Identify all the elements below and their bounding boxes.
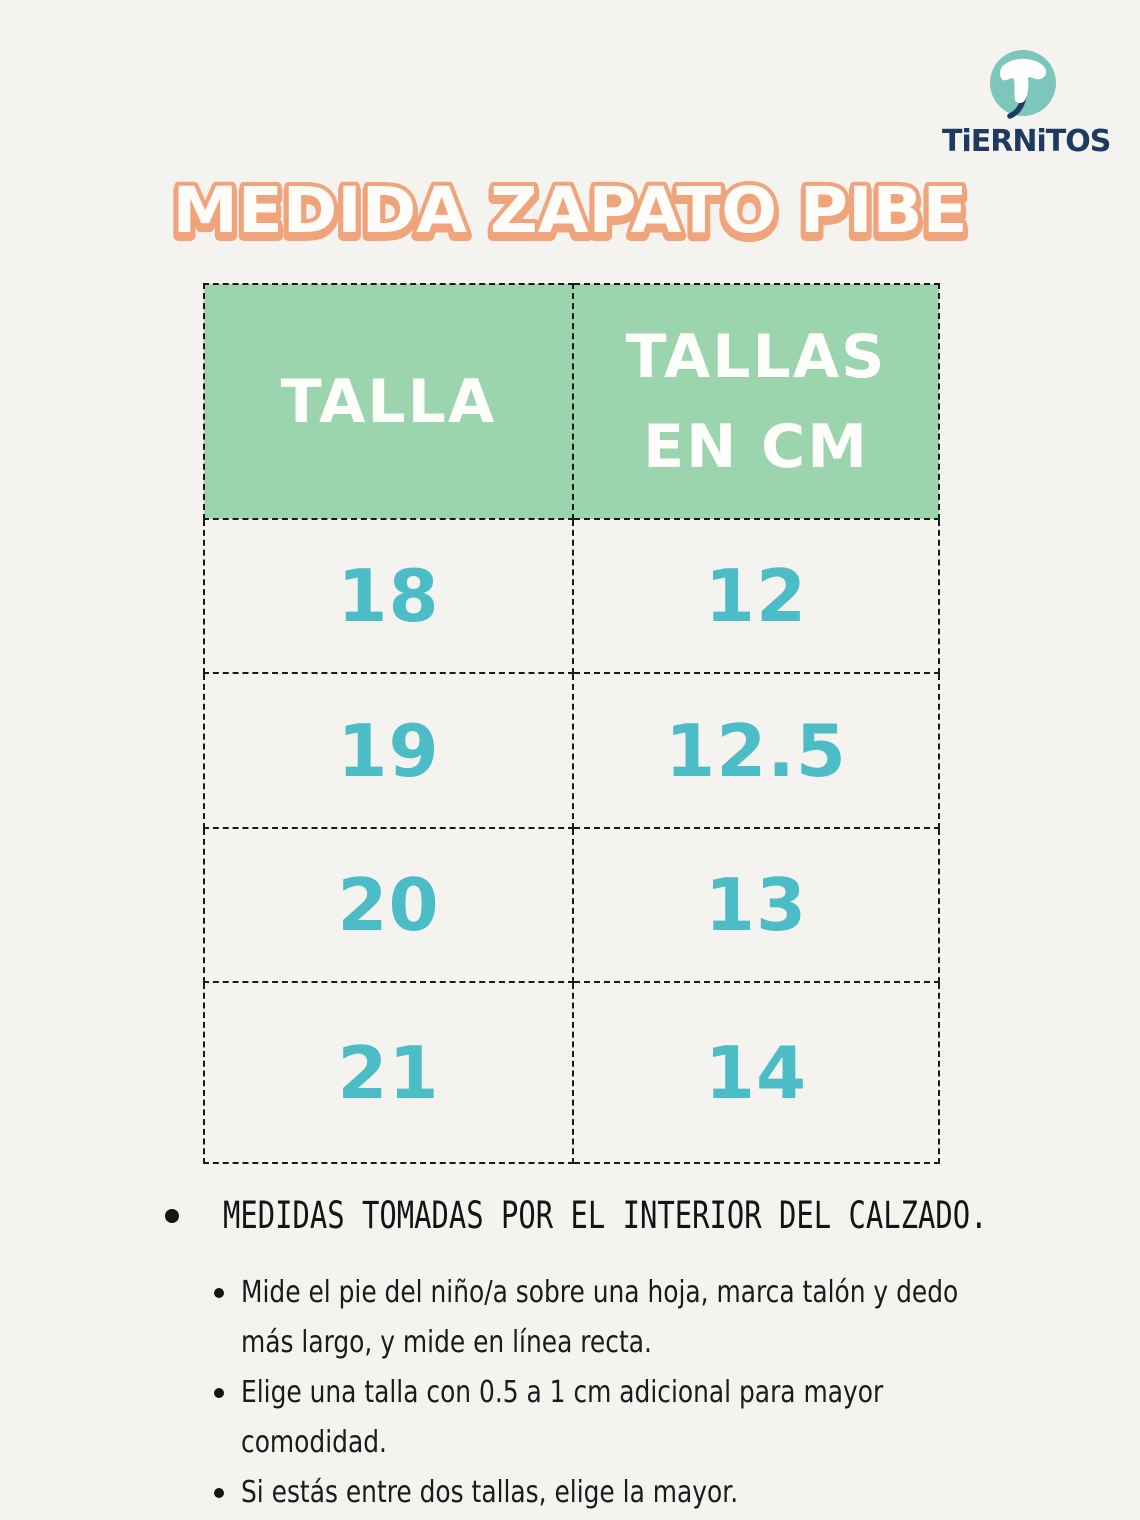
main-note: MEDIDAS TOMADAS POR EL INTERIOR DEL CALZ… [165, 1194, 1140, 1237]
column-header-tallas-en-cm: TALLAS EN CM [572, 283, 940, 520]
note-item-text: Mide el pie del niño/a sobre una hoja, m… [241, 1275, 959, 1360]
note-list: Mide el pie del niño/a sobre una hoja, m… [214, 1268, 1140, 1518]
bullet-icon [214, 1488, 224, 1498]
size-table: TALLA TALLAS EN CM 18 12 19 12.5 20 13 2… [203, 283, 940, 1164]
column-header-talla: TALLA [203, 283, 574, 520]
column-header-tallas-en-cm-label: TALLAS EN CM [625, 321, 887, 482]
talla-value: 20 [203, 827, 574, 983]
bullet-icon [165, 1208, 179, 1223]
brand-name: TiERNiTOS [942, 124, 1111, 159]
page-title-shadow: MEDIDA ZAPATO PIBE [173, 178, 968, 251]
table-row: 21 14 [203, 981, 940, 1164]
cm-value: 13 [572, 827, 940, 983]
cm-value: 12 [572, 518, 940, 674]
table-row: 20 13 [203, 827, 940, 983]
page-title-text: MEDIDA ZAPATO PIBE [173, 174, 968, 247]
cm-value: 12.5 [572, 672, 940, 829]
bullet-icon [214, 1388, 224, 1398]
talla-value: 19 [203, 672, 574, 829]
page-title: MEDIDA ZAPATO PIBE MEDIDA ZAPATO PIBE [168, 170, 973, 256]
note-item-text: Elige una talla con 0.5 a 1 cm adicional… [241, 1375, 884, 1460]
column-header-talla-label: TALLA [280, 366, 497, 437]
table-row: 19 12.5 [203, 672, 940, 829]
size-table-header-row: TALLA TALLAS EN CM [203, 283, 940, 520]
cm-value: 14 [572, 981, 940, 1164]
note-item-text: Si estás entre dos tallas, elige la mayo… [241, 1475, 739, 1510]
list-item: Elige una talla con 0.5 a 1 cm adicional… [214, 1368, 1140, 1468]
brand-logo: TiERNiTOS [942, 48, 1111, 159]
list-item: Mide el pie del niño/a sobre una hoja, m… [214, 1268, 1140, 1368]
main-note-text: MEDIDAS TOMADAS POR EL INTERIOR DEL CALZ… [223, 1194, 988, 1237]
table-row: 18 12 [203, 518, 940, 674]
talla-value: 21 [203, 981, 574, 1164]
mushroom-t-icon [990, 50, 1056, 119]
talla-value: 18 [203, 518, 574, 674]
bullet-icon [214, 1288, 224, 1298]
list-item: Si estás entre dos tallas, elige la mayo… [214, 1468, 1140, 1518]
